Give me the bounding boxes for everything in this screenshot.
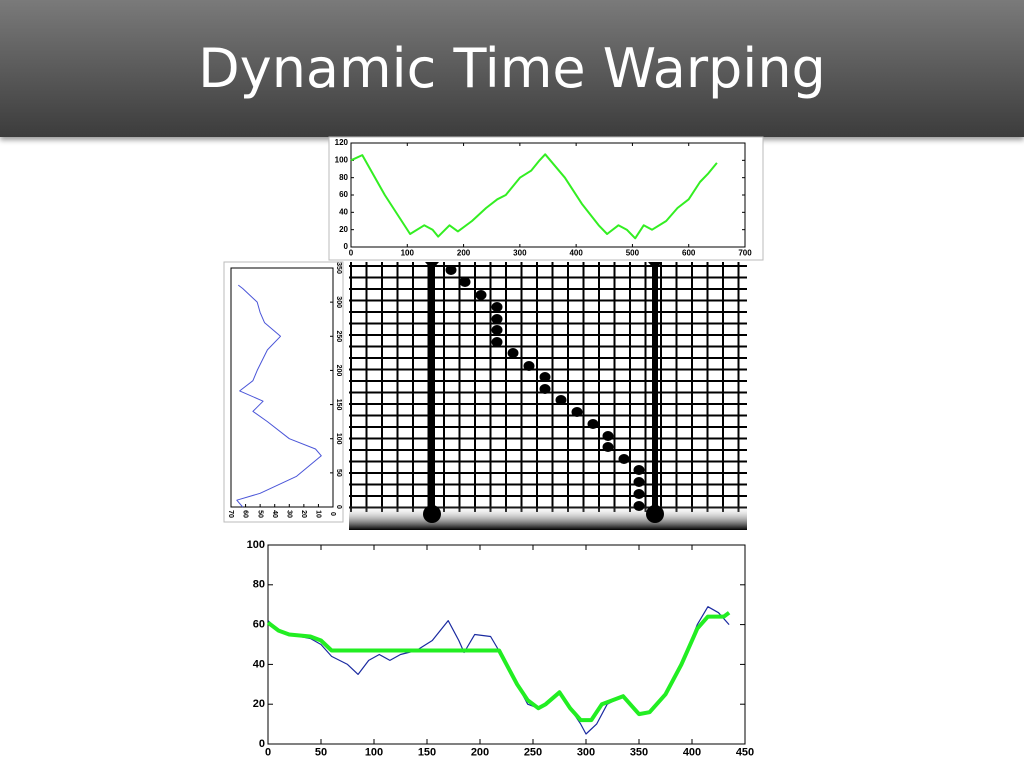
x-tick-label: 200 [457,249,471,258]
y-tick-label: 60 [253,619,265,631]
warp-arrow [425,262,439,270]
y-tick-label: 10 [315,510,322,518]
path-dot [523,361,535,371]
x-tick-label: 450 [736,747,754,759]
y-tick-label: 20 [253,698,265,710]
y-tick-label: 0 [344,242,349,251]
left-panel [223,261,344,523]
x-tick-label: 100 [401,249,415,258]
plot-frame [267,544,746,745]
x-tick-label: 600 [682,249,696,258]
x-tick-label: 350 [335,262,342,274]
series-line [350,153,718,240]
y-tick-label: 50 [256,510,263,518]
plot-frame [230,267,334,508]
x-tick-label: 700 [738,249,752,258]
path-dot [539,372,551,382]
x-tick-label: 400 [683,747,701,759]
series-line [236,284,322,508]
grid-bg [349,262,747,530]
x-tick-label: 200 [471,747,489,759]
path-dot [618,454,630,464]
y-tick-label: 20 [339,225,348,234]
x-tick-label: 300 [335,296,342,308]
x-tick-label: 50 [335,469,342,477]
path-dot [633,489,645,499]
path-dot [539,384,551,394]
y-tick-label: 40 [253,658,265,670]
top-panel [328,136,764,261]
path-dot [633,477,645,487]
x-tick-label: 350 [630,747,648,759]
x-tick-label: 100 [365,747,383,759]
x-tick-label: 250 [335,330,342,342]
series-line [267,606,730,735]
path-dot [633,465,645,475]
y-tick-label: 100 [335,155,349,164]
x-tick-label: 300 [577,747,595,759]
warp-end [423,505,441,523]
y-tick-label: 80 [253,579,265,591]
path-dot [491,325,503,335]
path-dot [602,442,614,452]
x-tick-label: 50 [315,747,327,759]
x-tick-label: 150 [418,747,436,759]
x-tick-label: 200 [335,365,342,377]
path-dot [555,395,567,405]
x-tick-label: 0 [335,505,342,509]
y-tick-label: 40 [271,510,278,518]
x-tick-label: 300 [513,249,527,258]
y-tick-label: 70 [227,510,234,518]
y-tick-label: 40 [339,207,348,216]
x-tick-label: 400 [569,249,583,258]
x-tick-label: 250 [524,747,542,759]
y-tick-label: 100 [247,539,265,551]
y-tick-label: 120 [335,138,349,147]
path-dot [507,348,519,358]
path-dot [459,277,471,287]
y-tick-label: 30 [285,510,292,518]
series-line [266,611,731,723]
cost-grid [349,262,747,530]
y-tick-label: 20 [300,510,307,518]
path-dot [475,290,487,300]
path-dot [587,419,599,429]
y-tick-label: 80 [339,173,348,182]
path-dot [602,431,614,441]
path-dot [633,501,645,511]
slide-title: Dynamic Time Warping [198,37,826,100]
path-dot [445,265,457,275]
y-tick-label: 0 [329,512,336,516]
path-dot [571,407,583,417]
x-tick-label: 150 [335,399,342,411]
path-dot [491,337,503,347]
title-bar: Dynamic Time Warping [0,0,1024,137]
y-tick-label: 60 [242,510,249,518]
grid-shade [349,505,747,530]
x-tick-label: 0 [349,249,354,258]
y-tick-label: 60 [339,190,348,199]
warp-arrow [648,262,662,270]
path-dot [491,302,503,312]
x-tick-label: 500 [626,249,640,258]
path-dot [491,314,503,324]
y-tick-label: 0 [259,738,265,750]
x-tick-label: 100 [335,433,342,445]
x-tick-label: 0 [265,747,271,759]
warp-end [646,505,664,523]
